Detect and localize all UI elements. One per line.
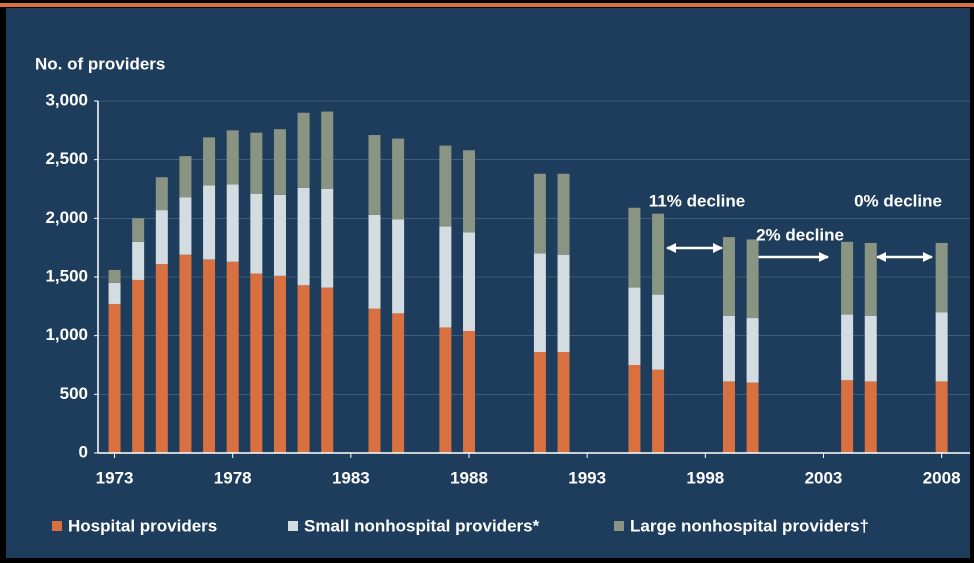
bar-segment (297, 285, 310, 453)
annotation: 0% decline (854, 191, 942, 210)
x-tick-label: 2003 (805, 468, 843, 487)
bar-segment (132, 218, 145, 242)
bar-segment (203, 137, 216, 186)
bar-segment (864, 381, 877, 453)
bar-segment (746, 318, 759, 383)
bar-segment (722, 381, 735, 453)
bar-segment (108, 282, 121, 304)
annotation: 2% decline (756, 225, 844, 244)
legend-label: Hospital providers (68, 516, 217, 535)
bar-segment (628, 207, 641, 288)
x-tick-label: 1998 (686, 468, 724, 487)
bar-segment (155, 264, 168, 453)
y-tick-label: 0 (79, 442, 88, 461)
bar-segment (226, 261, 239, 453)
bar-segment (652, 213, 665, 295)
bar-segment (368, 214, 381, 309)
bar-segment (203, 259, 216, 453)
x-tick-label: 2008 (923, 468, 961, 487)
bar-segment (935, 312, 948, 382)
x-tick-label: 1978 (214, 468, 252, 487)
legend-swatch (52, 521, 62, 531)
bar-segment (628, 365, 641, 453)
y-tick-label: 2,500 (45, 149, 88, 168)
bar-segment (321, 189, 334, 288)
bar-segment (250, 273, 263, 453)
bar-segment (368, 308, 381, 453)
y-tick-label: 3,000 (45, 90, 88, 109)
bar-segment (439, 226, 452, 328)
annotation: 11% decline (649, 191, 745, 210)
y-axis-label: No. of providers (35, 54, 165, 73)
legend-swatch (288, 521, 298, 531)
bar-segment (132, 241, 145, 280)
bar-segment (179, 254, 192, 453)
bar-segment (368, 135, 381, 215)
bar-segment (250, 132, 263, 194)
bar-segment (273, 194, 286, 276)
bar-segment (155, 177, 168, 211)
y-tick-label: 2,000 (45, 208, 88, 227)
legend-label: Large nonhospital providers† (630, 516, 869, 535)
bar-segment (722, 237, 735, 316)
plot: No. of providers 0 500 1,000 1,500 2,000 2,50… (35, 54, 970, 535)
x-tick-label: 1973 (96, 468, 134, 487)
bar-segment (864, 315, 877, 382)
bar-segment (841, 380, 854, 453)
y-tick-label: 500 (60, 384, 88, 403)
bar-segment (297, 187, 310, 286)
bar-segment (463, 330, 476, 453)
bar-segment (392, 219, 405, 314)
bar-segment (463, 150, 476, 233)
bar-segment (557, 173, 570, 255)
y-tick-label: 1,000 (45, 325, 88, 344)
bar-segment (533, 173, 546, 254)
legend-label: Small nonhospital providers* (304, 516, 540, 535)
bar-segment (533, 352, 546, 453)
bar-segment (746, 239, 759, 319)
bar-segment (108, 269, 121, 283)
y-tick-label: 1,500 (45, 266, 88, 285)
bar-segment (273, 129, 286, 195)
bar-segment (179, 156, 192, 198)
bar-segment (463, 232, 476, 331)
bar-segment (864, 242, 877, 316)
bar-segment (392, 313, 405, 453)
bar-segment (392, 138, 405, 220)
bar-segment (746, 382, 759, 453)
bar-segment (226, 130, 239, 185)
bar-segment (628, 287, 641, 365)
bar-segment (533, 253, 546, 353)
bar-segment (652, 294, 665, 370)
bar-segment (935, 381, 948, 453)
x-tick-label: 1988 (450, 468, 488, 487)
bar-segment (250, 193, 263, 274)
bar-segment (226, 184, 239, 262)
bar-segment (155, 210, 168, 265)
x-tick-label: 1983 (332, 468, 370, 487)
legend-swatch (614, 521, 624, 531)
bar-segment (722, 315, 735, 382)
bar-segment (203, 185, 216, 260)
bar-segment (439, 327, 452, 453)
bar-segment (297, 112, 310, 188)
bar-segment (652, 369, 665, 453)
x-tick-label: 1993 (568, 468, 606, 487)
bar-segment (273, 275, 286, 453)
bar-segment (557, 254, 570, 353)
bar-segment (132, 279, 145, 453)
bar-segment (108, 303, 121, 453)
bar-segment (841, 314, 854, 381)
bar-segment (439, 145, 452, 227)
bar-segment (935, 242, 948, 313)
bar-segment (179, 197, 192, 255)
bar-segment (321, 287, 334, 453)
bar-segment (557, 352, 570, 453)
bar-segment (321, 111, 334, 189)
bar-segment (841, 241, 854, 315)
top-rule (0, 3, 974, 7)
